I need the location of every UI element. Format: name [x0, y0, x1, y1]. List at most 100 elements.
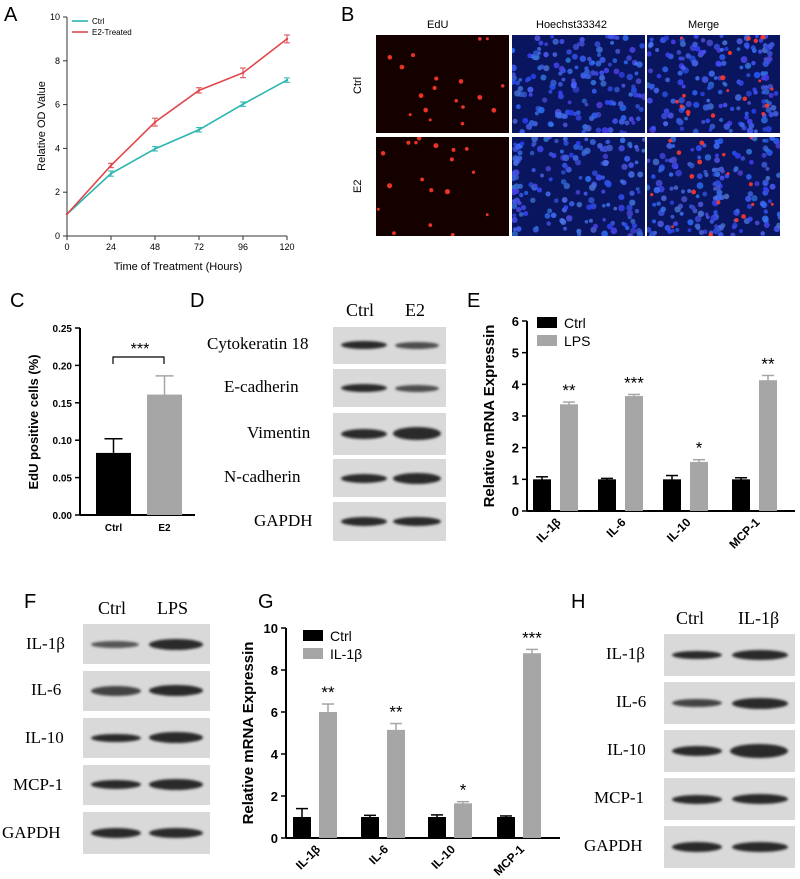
- micro-nucleus: [710, 214, 717, 222]
- micro-nucleus: [720, 47, 724, 52]
- panelf-head-lps: LPS: [157, 598, 189, 618]
- micro-edu-cell: [418, 93, 424, 99]
- micro-nucleus: [701, 76, 709, 83]
- a-x-tick-label: 0: [64, 242, 69, 252]
- e-ylabel: Relative mRNA Expressin: [481, 325, 498, 508]
- g-y-tick-label: 4: [271, 747, 279, 762]
- g-y-tick-label: 10: [264, 621, 278, 636]
- band: [672, 842, 722, 852]
- micro-nucleus: [696, 182, 704, 189]
- micro-nucleus: [685, 53, 691, 59]
- micro-nucleus: [602, 217, 606, 222]
- micro-edu-cell: [428, 118, 432, 122]
- micro-edu-cell: [668, 138, 673, 143]
- band: [149, 779, 203, 790]
- micro-nucleus: [653, 87, 660, 94]
- e-bar-0-0: [533, 479, 551, 511]
- panelf-strip-4: [83, 812, 210, 854]
- micro-nucleus: [679, 211, 684, 216]
- micro-nucleus: [563, 205, 569, 210]
- micro-nucleus: [767, 50, 773, 57]
- micro-edu-cell: [760, 35, 766, 40]
- micro-edu-cell: [387, 55, 393, 60]
- micro-nucleus: [543, 65, 550, 72]
- micro-nucleus: [608, 101, 613, 106]
- micro-nucleus: [550, 212, 557, 219]
- panelh-label-4: GAPDH: [584, 836, 643, 855]
- micro-nucleus: [674, 206, 681, 213]
- band: [91, 641, 139, 648]
- micro-nucleus: [763, 209, 769, 214]
- micro-nucleus: [512, 202, 518, 210]
- a-y-tick-label: 6: [55, 100, 60, 110]
- g-y-tick-label: 2: [271, 789, 278, 804]
- micro-nucleus: [635, 78, 642, 85]
- micro-nucleus: [550, 35, 555, 39]
- micro-nucleus: [630, 227, 637, 234]
- a-x-tick-label: 72: [194, 242, 204, 252]
- micro-nucleus: [719, 175, 725, 181]
- panelf-label-0: IL-1β: [26, 634, 65, 653]
- a-x-tick-label: 120: [279, 242, 294, 252]
- e-x-tick-label: IL-1β: [533, 515, 563, 545]
- paneld-strip-4: [333, 502, 446, 541]
- micro-nucleus: [708, 70, 715, 77]
- micro-nucleus: [626, 210, 634, 217]
- e-y-tick-label: 6: [512, 314, 519, 329]
- micro-nucleus: [702, 104, 710, 111]
- micro-nucleus: [670, 214, 675, 219]
- micro-nucleus: [730, 232, 736, 236]
- micro-edu-cell: [741, 214, 746, 219]
- panelf-label-2: IL-10: [25, 728, 64, 747]
- micro-nucleus: [537, 46, 542, 51]
- a-y-tick-label: 0: [55, 231, 60, 241]
- micro-nucleus: [589, 138, 596, 146]
- micro-nucleus: [599, 74, 606, 81]
- micro-edu-cell: [680, 36, 683, 40]
- micro-nucleus: [512, 213, 517, 218]
- micro-nucleus: [538, 40, 544, 46]
- micro-nucleus: [728, 128, 733, 133]
- micro-nucleus: [626, 73, 634, 81]
- micro-nucleus: [720, 169, 725, 174]
- micro-edu-cell: [406, 140, 411, 145]
- micro-nucleus: [631, 84, 636, 89]
- micro-nucleus: [578, 145, 584, 151]
- micro-edu-cell: [761, 112, 766, 116]
- micro-nucleus: [705, 215, 710, 220]
- micro-nucleus: [753, 129, 758, 133]
- g-legend-label: Ctrl: [330, 628, 352, 644]
- micro-nucleus: [701, 119, 706, 124]
- micro-nucleus: [648, 68, 654, 74]
- g-legend-swatch: [303, 630, 323, 641]
- panelb-col-merge: Merge: [688, 19, 720, 31]
- micro-nucleus: [715, 60, 722, 67]
- micro-nucleus: [744, 111, 749, 116]
- c-ylabel: EdU positive cells (%): [26, 354, 41, 489]
- micro-nucleus: [746, 148, 753, 155]
- g-bar-1-2: [454, 803, 472, 838]
- micro-nucleus: [537, 51, 541, 55]
- micro-nucleus: [624, 155, 631, 162]
- micro-edu-cell: [491, 107, 497, 113]
- g-legend-swatch: [303, 648, 323, 659]
- micro-nucleus: [527, 53, 532, 58]
- micro-nucleus: [770, 104, 777, 111]
- micro-nucleus: [607, 62, 612, 67]
- micro-nucleus: [666, 142, 673, 149]
- micro-nucleus: [724, 46, 729, 51]
- a-data-point: [285, 78, 289, 82]
- micro-nucleus: [680, 189, 686, 194]
- band: [149, 639, 203, 650]
- band: [393, 517, 441, 526]
- panelh-label-1: IL-6: [616, 692, 647, 711]
- micro-nucleus: [579, 55, 587, 62]
- micro-nucleus: [675, 227, 680, 232]
- micro-nucleus: [647, 51, 652, 57]
- panelh-strip-0: [664, 634, 795, 676]
- micro-nucleus: [760, 231, 766, 236]
- micro-nucleus: [704, 154, 712, 161]
- micro-edu-cell: [485, 213, 489, 217]
- g-bar-1-1: [387, 729, 405, 838]
- micro-nucleus: [762, 127, 767, 132]
